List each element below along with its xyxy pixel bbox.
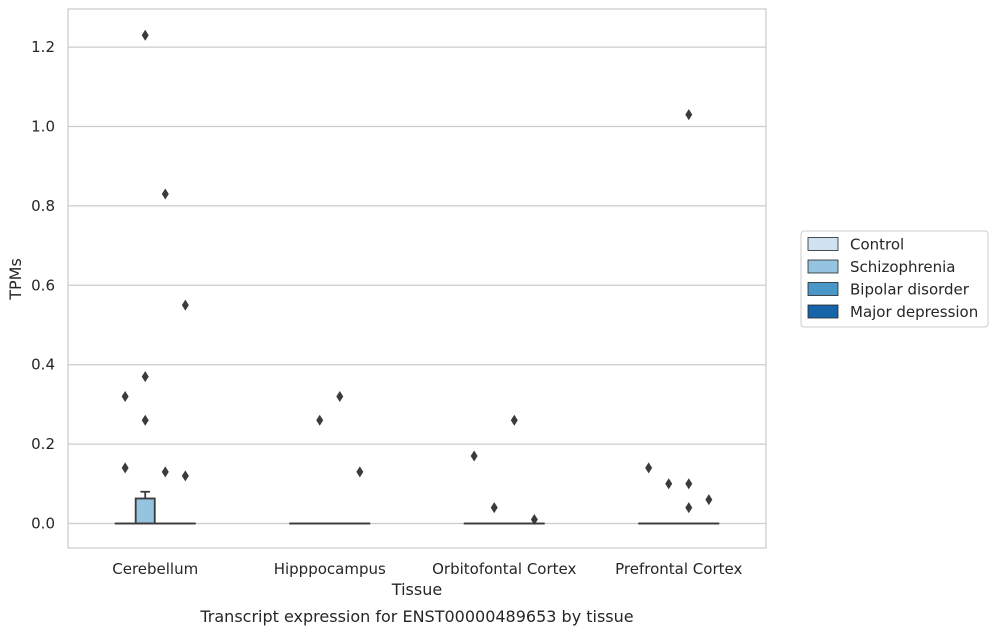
outlier-point <box>121 390 129 402</box>
y-axis-title: TPMs <box>6 258 25 301</box>
outlier-point <box>510 414 518 426</box>
y-tick-labels: 0.0 0.2 0.4 0.6 0.8 1.0 1.2 <box>31 38 55 532</box>
outlier-point <box>665 478 673 490</box>
legend-swatch <box>807 237 839 251</box>
grid-lines <box>68 46 766 525</box>
outlier-point <box>316 414 324 426</box>
y-tick-label: 0.0 <box>31 515 55 533</box>
legend-frame <box>800 230 989 328</box>
x-axis-title: Tissue <box>391 580 442 599</box>
y-tick-label: 1.2 <box>31 38 55 56</box>
legend-items: Control Schizophrenia Bipolar disorder Majo… <box>807 236 978 321</box>
outlier-point <box>356 466 364 478</box>
chart-caption: Transcript expression for ENST0000048965… <box>199 607 633 626</box>
legend-label: Major depression <box>850 303 978 321</box>
plot-frame <box>67 8 767 549</box>
legend-swatch <box>807 282 839 296</box>
outlier-point <box>685 502 693 514</box>
box <box>134 497 156 525</box>
outlier-point <box>705 494 713 506</box>
outlier-point <box>141 371 149 383</box>
outlier-point <box>161 188 169 200</box>
y-tick-label: 1.0 <box>31 118 55 136</box>
x-tick-labels: Cerebellum Hipppocampus Orbitofontal Corte… <box>112 560 742 578</box>
y-tick-label: 0.6 <box>31 276 55 294</box>
y-tick-label: 0.2 <box>31 435 55 453</box>
x-tick-label: Orbitofontal Cortex <box>432 560 576 578</box>
legend-swatch <box>807 304 839 319</box>
legend-label: Schizophrenia <box>850 258 955 276</box>
legend-label: Bipolar disorder <box>850 281 970 299</box>
x-tick-label: Cerebellum <box>112 560 198 578</box>
outlier-point <box>530 514 538 526</box>
outlier-point <box>685 478 693 490</box>
legend-label: Control <box>850 236 904 254</box>
outlier-point <box>141 414 149 426</box>
outlier-point <box>121 462 129 474</box>
outlier-point <box>181 470 189 482</box>
y-tick-label: 0.8 <box>31 197 55 215</box>
box-layer <box>114 490 720 525</box>
outlier-layer <box>121 29 713 526</box>
outlier-point <box>181 299 189 311</box>
outlier-point <box>141 29 149 41</box>
legend: Control Schizophrenia Bipolar disorder Majo… <box>800 230 989 328</box>
legend-swatch <box>807 259 839 274</box>
outlier-point <box>336 390 344 402</box>
outlier-point <box>470 450 478 462</box>
y-tick-label: 0.4 <box>31 356 55 374</box>
outlier-point <box>685 109 693 121</box>
outlier-point <box>490 502 498 514</box>
outlier-point <box>645 462 653 474</box>
x-tick-label: Hipppocampus <box>274 560 386 578</box>
plot-area <box>68 9 766 548</box>
x-tick-label: Prefrontal Cortex <box>615 560 742 578</box>
outlier-point <box>161 466 169 478</box>
